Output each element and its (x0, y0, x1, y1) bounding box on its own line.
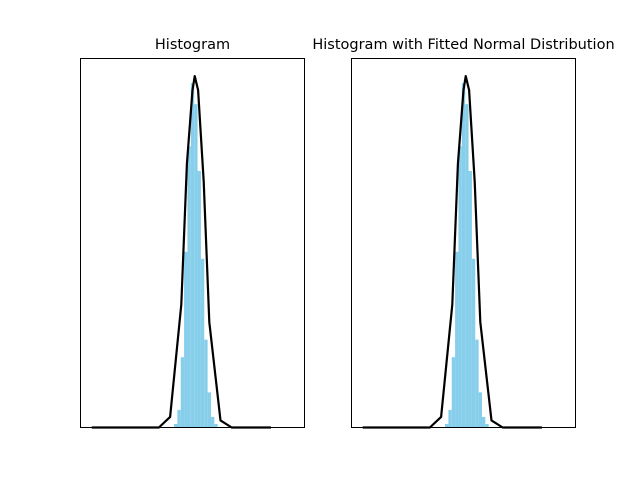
histogram-bar (207, 392, 211, 428)
chart-plot-area (362, 74, 542, 429)
axes-frame (351, 58, 576, 428)
histogram-bar (465, 104, 469, 428)
histogram-bar (481, 416, 486, 428)
chart-plot-area (91, 74, 271, 429)
histogram-bar (478, 392, 482, 428)
histogram-bar (200, 258, 205, 428)
histogram-bar (451, 357, 456, 428)
fitted-normal-curve (91, 74, 271, 429)
chart-title: Histogram with Fitted Normal Distributio… (312, 37, 614, 53)
axes-frame (80, 58, 305, 428)
histogram-bar (187, 146, 191, 428)
histogram-bar (214, 423, 218, 428)
histogram-bar (475, 339, 479, 428)
histogram-bar (461, 83, 466, 428)
histogram-panel-right: Histogram with Fitted Normal Distributio… (312, 37, 615, 429)
histogram-bar (194, 104, 198, 428)
histogram-bar (180, 357, 185, 428)
histogram-bar (468, 170, 472, 428)
histogram-bar (471, 258, 476, 428)
histogram-bar (455, 251, 459, 428)
histogram-bar (458, 146, 462, 428)
histogram-bar (210, 416, 215, 428)
fitted-normal-curve (362, 74, 542, 429)
chart-title: Histogram (155, 37, 230, 53)
histogram-panel-left: Histogram (80, 37, 305, 429)
histogram-bar (204, 339, 208, 428)
histogram-bar (445, 423, 449, 428)
histogram-bar (485, 423, 489, 428)
histogram-bar (184, 251, 188, 428)
histogram-bar (177, 409, 181, 428)
histogram-bar (197, 170, 201, 428)
histogram-bar (190, 83, 195, 428)
histogram-bar (448, 409, 452, 428)
histogram-bar (174, 423, 178, 428)
